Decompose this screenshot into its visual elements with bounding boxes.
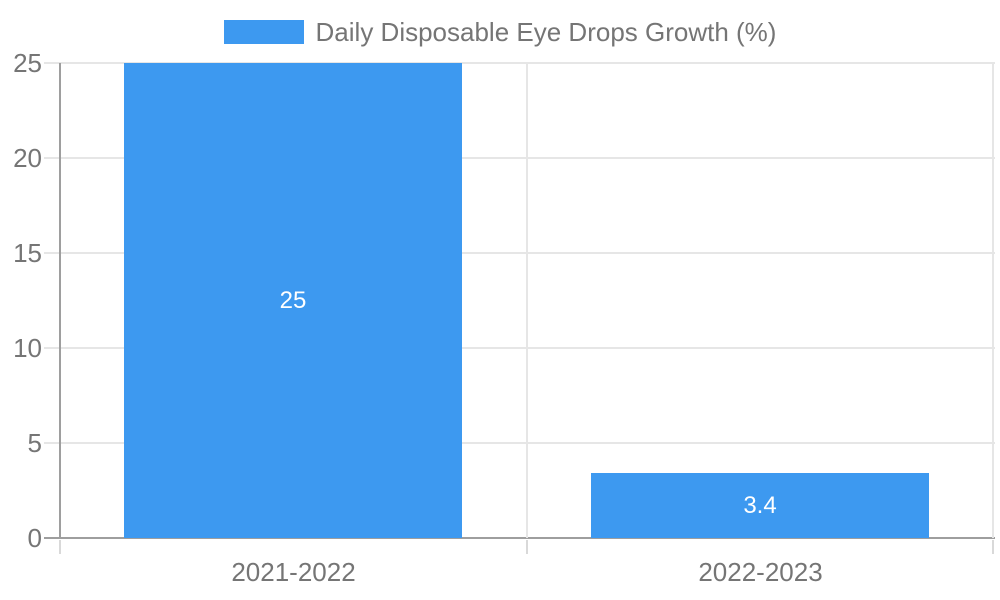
y-axis-line bbox=[59, 63, 61, 538]
y-gridline bbox=[44, 252, 995, 254]
bar-value-label: 25 bbox=[279, 287, 307, 314]
y-gridline bbox=[44, 62, 995, 64]
y-axis-tick-label: 20 bbox=[13, 143, 42, 173]
x-axis-baseline bbox=[44, 537, 995, 539]
legend-swatch[interactable] bbox=[223, 20, 304, 44]
x-axis-category-label: 2022-2023 bbox=[698, 557, 823, 587]
y-gridline bbox=[44, 442, 995, 444]
x-axis-tick bbox=[992, 540, 994, 554]
x-axis-tick bbox=[59, 540, 61, 554]
bar-value-label: 3.4 bbox=[743, 492, 777, 519]
y-axis-tick-label: 25 bbox=[13, 48, 42, 78]
plot-right-border bbox=[992, 63, 994, 538]
y-axis-tick-label: 10 bbox=[13, 333, 42, 363]
chart-legend: Daily Disposable Eye Drops Growth (%) bbox=[0, 15, 1000, 49]
bar-2021-2022[interactable] bbox=[124, 63, 462, 538]
bar-2022-2023[interactable] bbox=[591, 473, 929, 538]
category-separator-line bbox=[526, 63, 528, 538]
y-gridline bbox=[44, 347, 995, 349]
y-gridline bbox=[44, 157, 995, 159]
y-axis-tick-label: 15 bbox=[13, 238, 42, 268]
x-axis-tick bbox=[526, 540, 528, 554]
legend-label[interactable]: Daily Disposable Eye Drops Growth (%) bbox=[315, 16, 777, 47]
y-axis-tick-label: 0 bbox=[27, 523, 42, 553]
y-axis-tick-label: 5 bbox=[27, 428, 42, 458]
x-axis-category-label: 2021-2022 bbox=[231, 557, 356, 587]
